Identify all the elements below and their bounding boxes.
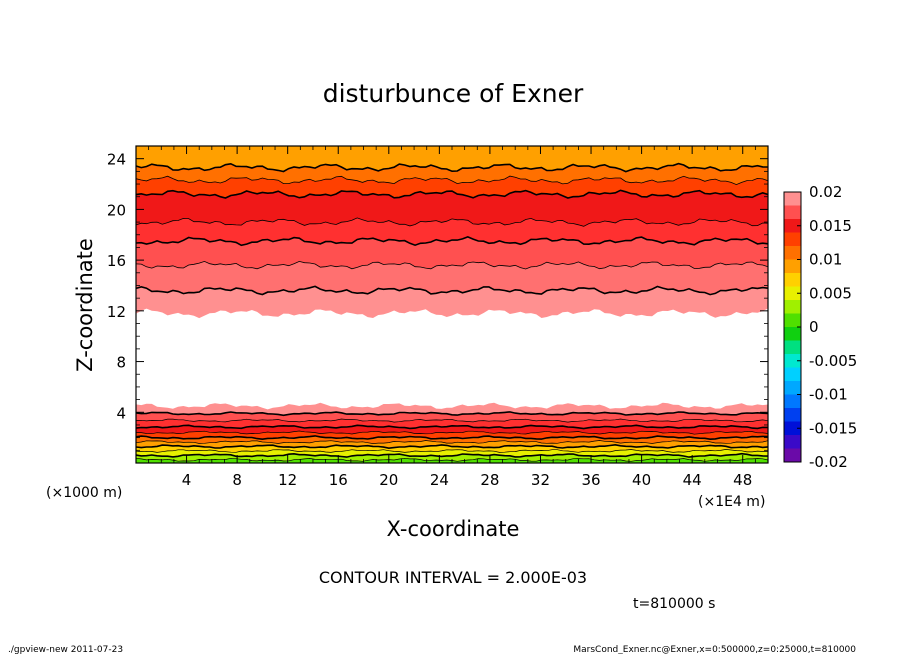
upper-band (136, 163, 768, 185)
contour-line (135, 449, 768, 453)
colorbar-tick-label: 0.02 (809, 183, 842, 201)
contour-line (135, 424, 768, 430)
colorbar-tick-label: -0.02 (809, 453, 848, 471)
x-tick-label: 28 (480, 471, 499, 489)
upper-band (136, 261, 768, 295)
contour-interval-text: CONTOUR INTERVAL = 2.000E-03 (319, 568, 587, 587)
upper-band (136, 146, 768, 172)
colorbar-swatch (784, 219, 801, 233)
x-tick-label: 8 (232, 471, 242, 489)
colorbar-swatch (784, 367, 801, 381)
colorbar-tick-label: -0.01 (809, 386, 848, 404)
contour-line (135, 217, 769, 227)
contour-line (135, 285, 769, 296)
colorbar (783, 191, 802, 463)
colorbar-swatch (784, 354, 801, 368)
colorbar-swatch (784, 300, 801, 314)
x-tick-label: 44 (683, 471, 702, 489)
lower-band (136, 402, 768, 416)
contour-line (135, 440, 769, 444)
colorbar-tick-label: 0 (809, 318, 819, 336)
x-tick-label: 16 (329, 471, 348, 489)
footer-left: ./gpview-new 2011-07-23 (8, 645, 123, 654)
y-tick-label: 12 (107, 303, 126, 321)
upper-band (136, 286, 768, 319)
x-tick-label: 40 (632, 471, 651, 489)
contour-line (135, 189, 769, 199)
colorbar-swatch (784, 394, 801, 408)
colorbar-tick-label: 0.005 (809, 284, 852, 302)
colorbar-swatch (784, 205, 801, 219)
colorbar-swatch (784, 448, 801, 462)
x-tick-label: 36 (581, 471, 600, 489)
y-tick-label: 8 (116, 354, 126, 372)
y-tick-label: 20 (107, 201, 126, 219)
lower-band (136, 449, 768, 458)
chart-title: disturbunce of Exner (323, 79, 584, 108)
lower-band (136, 440, 768, 449)
x-tick-label: 4 (182, 471, 192, 489)
colorbar-swatch (784, 340, 801, 354)
contour-line (135, 418, 769, 423)
x-tick-label: 32 (531, 471, 550, 489)
upper-band (136, 217, 768, 246)
x-tick-label: 12 (278, 471, 297, 489)
x-scale-note: (×1E4 m) (698, 494, 765, 510)
colorbar-swatch (784, 421, 801, 435)
contour-line (135, 260, 769, 270)
x-tick-label: 24 (430, 471, 449, 489)
lower-band (136, 431, 768, 440)
x-axis-ticks: 4 8 12 16 20 24 28 32 36 40 44 48 (148, 146, 756, 489)
upper-band (136, 236, 768, 269)
contour-line (135, 452, 769, 458)
upper-band (136, 190, 768, 227)
colorbar-tick-labels: 0.02 0.015 0.01 0.005 0 -0.005 -0.01 -0.015 -0.0… (797, 183, 857, 471)
colorbar-swatch (784, 232, 801, 246)
y-tick-label: 24 (107, 151, 126, 169)
colorbar-swatch (784, 381, 801, 395)
contour-line (135, 236, 769, 247)
contour-line (135, 435, 769, 441)
contour-lines (135, 162, 769, 462)
y-scale-note: (×1000 m) (46, 485, 122, 501)
y-axis-label: Z-coordinate (73, 238, 97, 372)
colorbar-swatch (784, 259, 801, 273)
y-tick-label: 4 (116, 404, 126, 422)
lower-band (136, 425, 768, 435)
contour-line (135, 411, 769, 417)
contour-line (135, 443, 769, 450)
colorbar-swatch (784, 286, 801, 300)
x-axis-label: X-coordinate (387, 517, 520, 541)
footer-right: MarsCond_Exner.nc@Exner,x=0:500000,z=0:2… (573, 645, 856, 654)
contour-line (135, 430, 769, 435)
colorbar-swatch (784, 246, 801, 260)
colorbar-swatch (784, 327, 801, 341)
contour-line (135, 175, 769, 186)
colorbar-swatch (784, 273, 801, 287)
time-text: t=810000 s (633, 596, 715, 612)
y-axis-ticks: 4 8 12 16 20 24 (107, 151, 768, 451)
colorbar-swatch (784, 408, 801, 422)
colorbar-tick-label: -0.005 (809, 352, 857, 370)
x-tick-label: 20 (379, 471, 398, 489)
contour-line (135, 162, 769, 173)
colorbar-tick-label: 0.01 (809, 251, 842, 269)
y-tick-label: 16 (107, 252, 126, 270)
lower-band (136, 435, 768, 444)
lower-band (136, 444, 768, 453)
colorbar-swatch (784, 313, 801, 327)
colorbar-tick-label: -0.015 (809, 419, 857, 437)
colorbar-swatch (784, 192, 801, 206)
upper-band (136, 176, 768, 198)
colorbar-tick-label: 0.015 (809, 217, 852, 235)
x-tick-label: 48 (733, 471, 752, 489)
colorbar-swatch (784, 435, 801, 449)
